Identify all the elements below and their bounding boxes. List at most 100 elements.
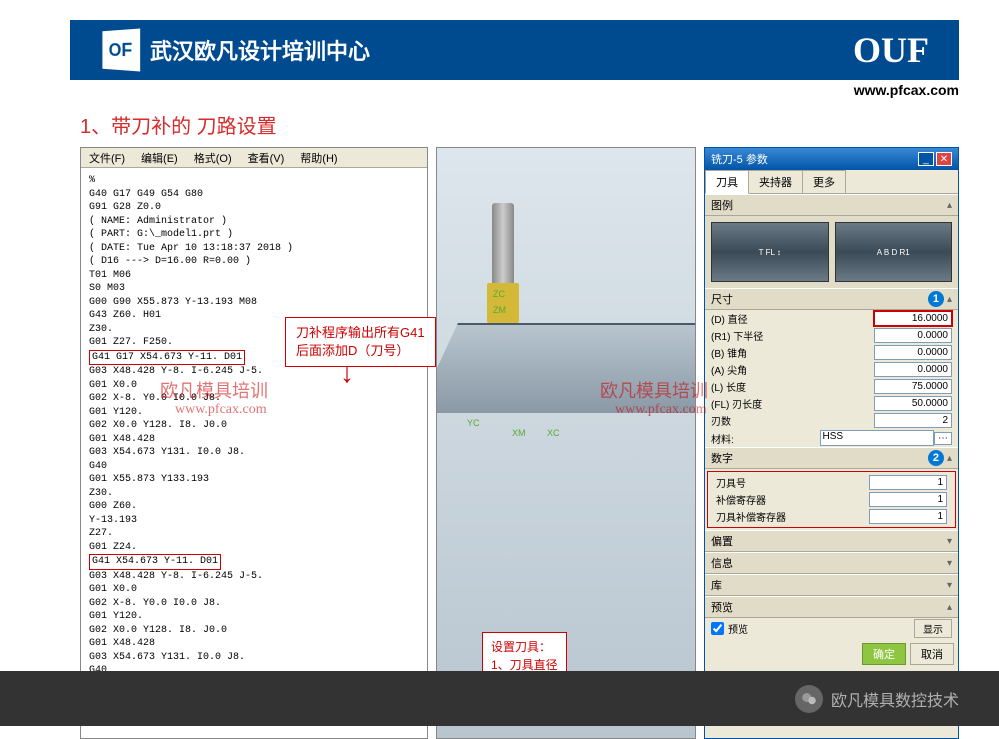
comp-input[interactable] [869, 492, 947, 507]
r1-input[interactable] [874, 328, 952, 343]
tool-tip: ZC ZM [487, 283, 519, 323]
code-line: G03 X48.428 Y-8. I-6.245 J-5. [89, 570, 419, 584]
code-line: G40 G17 G49 G54 G80 [89, 188, 419, 202]
param-r1: (R1) 下半径 [705, 327, 958, 344]
diameter-input[interactable] [874, 311, 952, 326]
axis-zc: ZC [493, 289, 505, 299]
code-line: G00 Z60. [89, 500, 419, 514]
display-button[interactable]: 显示 [914, 619, 952, 638]
tab-tool[interactable]: 刀具 [705, 170, 749, 194]
close-icon[interactable]: ✕ [936, 152, 952, 166]
chevron-up-icon: ▴ [947, 602, 952, 613]
section-info[interactable]: 信息 ▾ [705, 552, 958, 574]
param-label: 刀具补偿寄存器 [716, 509, 869, 524]
section-preview[interactable]: 预览 ▴ [705, 596, 958, 618]
a-input[interactable] [874, 362, 952, 377]
badge-2: 2 [928, 450, 944, 466]
code-line: G02 X0.0 Y128. I8. J0.0 [89, 419, 419, 433]
section-numbers[interactable]: 数字 2 ▴ [705, 447, 958, 469]
tab-holder[interactable]: 夹持器 [748, 170, 803, 193]
section-label: 信息 [711, 555, 733, 571]
code-line: G00 G90 X55.873 Y-13.193 M08 [89, 296, 419, 310]
editor-panel: 文件(F) 编辑(E) 格式(O) 查看(V) 帮助(H) % G40 G17 … [80, 147, 428, 739]
l-input[interactable] [874, 379, 952, 394]
tool-diagram-left: T FL ↕ [711, 222, 829, 282]
code-line: ( DATE: Tue Apr 10 13:18:37 2018 ) [89, 242, 419, 256]
code-line: Z27. [89, 527, 419, 541]
code-line: G01 X48.428 [89, 433, 419, 447]
header-band: OF 武汉欧凡设计培训中心 OUF [70, 20, 959, 80]
param-label: (B) 锥角 [711, 345, 874, 360]
dialog-buttons: 确定 取消 [705, 639, 958, 669]
code-line: G40 [89, 460, 419, 474]
code-line: Z30. [89, 487, 419, 501]
tool-diagram-right: A B D R1 [835, 222, 953, 282]
chevron-down-icon: ▾ [947, 580, 952, 591]
url-text: www.pfcax.com [0, 82, 959, 98]
panel-content: 图例 ▴ T FL ↕ A B D R1 尺寸 1 ▴ (D) 直径 (R1) … [705, 194, 958, 669]
code-line: ( D16 ---> D=16.00 R=0.00 ) [89, 255, 419, 269]
code-line: T01 M06 [89, 269, 419, 283]
code-line-highlight: G41 X54.673 Y-11. D01 [89, 554, 221, 570]
material-select[interactable]: HSS [820, 430, 935, 446]
main-content: 文件(F) 编辑(E) 格式(O) 查看(V) 帮助(H) % G40 G17 … [80, 147, 959, 739]
section-label: 偏置 [711, 533, 733, 549]
axis-yc: YC [467, 418, 480, 428]
minimize-icon[interactable]: _ [918, 152, 934, 166]
menu-file[interactable]: 文件(F) [81, 148, 133, 167]
section-label: 尺寸 [711, 291, 733, 307]
ok-button[interactable]: 确定 [862, 643, 906, 665]
cad-anno-title: 设置刀具： [491, 638, 558, 656]
section-label: 数字 [711, 450, 733, 466]
code-line: G03 X54.673 Y131. I0.0 J8. [89, 651, 419, 665]
section-dimensions[interactable]: 尺寸 1 ▴ [705, 288, 958, 310]
cutcom-input[interactable] [869, 509, 947, 524]
material-browse-icon[interactable]: ⋯ [934, 432, 952, 445]
chevron-down-icon: ▾ [947, 536, 952, 547]
menu-help[interactable]: 帮助(H) [292, 148, 345, 167]
code-line: Y-13.193 [89, 514, 419, 528]
section-legend[interactable]: 图例 ▴ [705, 194, 958, 216]
flutes-input[interactable] [874, 413, 952, 428]
menu-edit[interactable]: 编辑(E) [133, 148, 186, 167]
section-lib[interactable]: 库 ▾ [705, 574, 958, 596]
param-label: (D) 直径 [711, 311, 874, 326]
anno-line: 刀补程序输出所有G41 [296, 324, 425, 342]
param-toolnum: 刀具号 [710, 474, 953, 491]
param-label: 补偿寄存器 [716, 492, 869, 507]
menu-format[interactable]: 格式(O) [186, 148, 240, 167]
code-line: G01 X0.0 [89, 583, 419, 597]
fl-input[interactable] [874, 396, 952, 411]
tab-more[interactable]: 更多 [802, 170, 846, 193]
code-line: G01 Z24. [89, 541, 419, 555]
footer: 欧凡模具数控技术 [0, 671, 999, 726]
code-area[interactable]: % G40 G17 G49 G54 G80 G91 G28 Z0.0 ( NAM… [81, 168, 427, 738]
param-flutes: 刃数 [705, 412, 958, 429]
code-line: G01 Y120. [89, 406, 419, 420]
section-label: 预览 [711, 599, 733, 615]
param-b: (B) 锥角 [705, 344, 958, 361]
code-line: G01 X0.0 [89, 379, 419, 393]
section-label: 库 [711, 577, 722, 593]
section-label: 图例 [711, 197, 733, 213]
section-offset[interactable]: 偏置 ▾ [705, 530, 958, 552]
param-material: 材料: HSS ⋯ [705, 429, 958, 447]
code-line: G91 G28 Z0.0 [89, 201, 419, 215]
param-a: (A) 尖角 [705, 361, 958, 378]
cad-viewport[interactable]: ZC ZM YC XM XC 设置刀具： 1、刀具直径 2、刀号设置 [436, 147, 696, 739]
tool-shank [492, 203, 514, 283]
toolnum-input[interactable] [869, 475, 947, 490]
preview-checkbox-label[interactable]: 预览 [711, 621, 748, 636]
chevron-up-icon: ▴ [947, 453, 952, 464]
code-line: G02 X0.0 Y128. I8. J0.0 [89, 624, 419, 638]
code-line: G01 X55.873 Y133.193 [89, 473, 419, 487]
preview-checkbox[interactable] [711, 622, 724, 635]
param-cutcom: 刀具补偿寄存器 [710, 508, 953, 525]
chevron-up-icon: ▴ [947, 294, 952, 305]
b-input[interactable] [874, 345, 952, 360]
param-label: (A) 尖角 [711, 362, 874, 377]
cancel-button[interactable]: 取消 [910, 643, 954, 665]
menu-view[interactable]: 查看(V) [240, 148, 293, 167]
wechat-icon [795, 685, 823, 713]
menu-bar: 文件(F) 编辑(E) 格式(O) 查看(V) 帮助(H) [81, 148, 427, 168]
